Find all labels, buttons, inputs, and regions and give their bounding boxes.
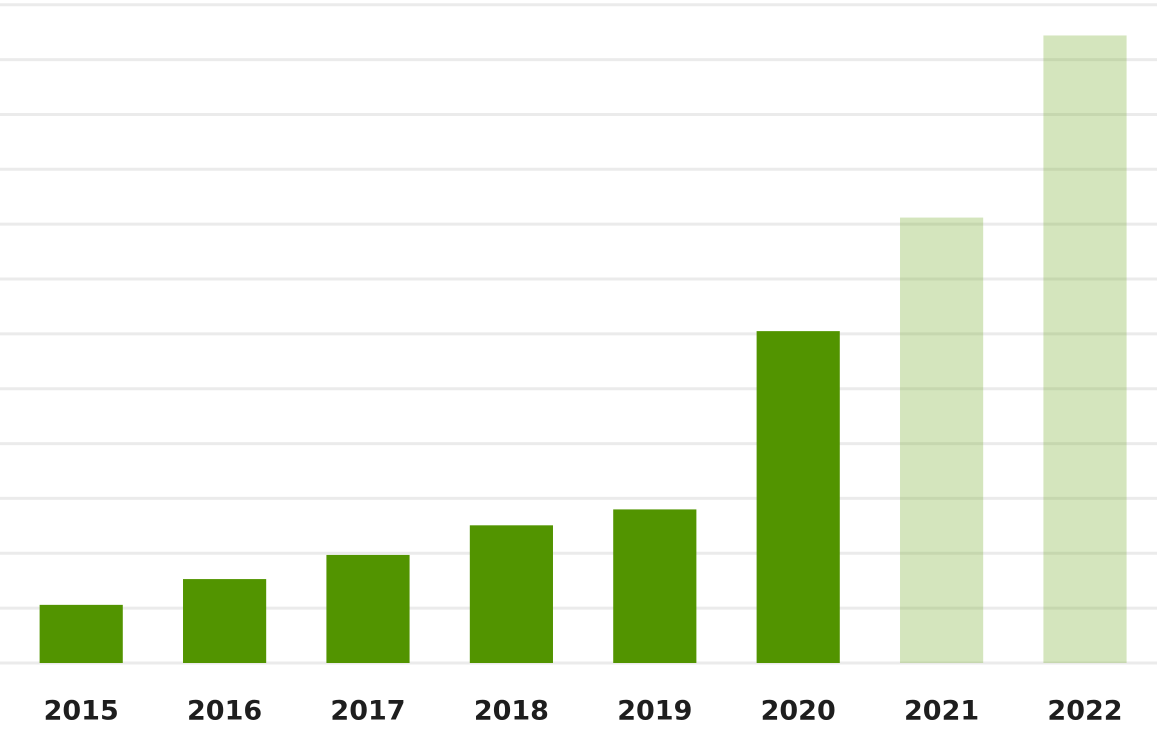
bar — [756, 331, 840, 663]
bar — [1043, 35, 1127, 663]
x-tick-label: 2021 — [904, 696, 979, 727]
bar — [39, 604, 123, 663]
x-tick-label: 2022 — [1047, 696, 1122, 727]
x-tick-label: 2015 — [44, 696, 119, 727]
bar — [326, 554, 410, 663]
x-tick-label: 2019 — [617, 696, 692, 727]
x-tick-label: 2016 — [187, 696, 262, 727]
bar — [900, 217, 984, 663]
bar — [469, 525, 553, 663]
bar — [183, 579, 267, 663]
x-tick-label: 2017 — [330, 696, 405, 727]
x-tick-label: 2018 — [474, 696, 549, 727]
bar — [613, 509, 697, 663]
x-tick-label: 2020 — [761, 696, 836, 727]
